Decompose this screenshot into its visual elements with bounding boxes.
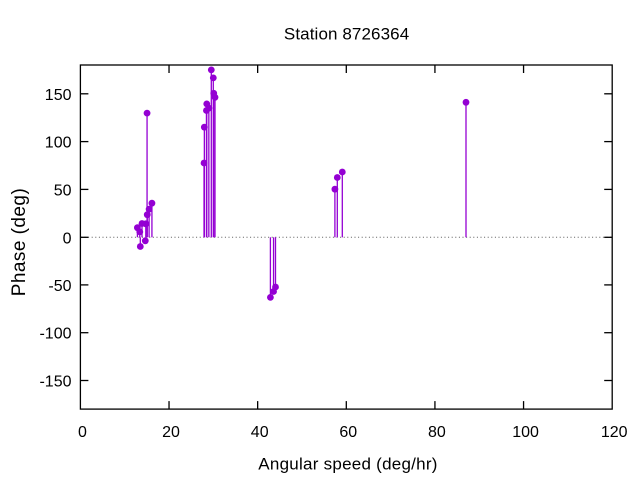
svg-text:80: 80 bbox=[428, 424, 446, 441]
svg-text:100: 100 bbox=[512, 424, 539, 441]
svg-text:50: 50 bbox=[54, 182, 72, 199]
svg-text:120: 120 bbox=[601, 424, 628, 441]
svg-text:Angular speed (deg/hr): Angular speed (deg/hr) bbox=[258, 454, 437, 473]
svg-text:40: 40 bbox=[251, 424, 269, 441]
svg-text:20: 20 bbox=[162, 424, 180, 441]
svg-text:-150: -150 bbox=[39, 374, 71, 391]
svg-text:-50: -50 bbox=[48, 278, 71, 295]
svg-text:100: 100 bbox=[45, 135, 72, 152]
svg-text:60: 60 bbox=[339, 424, 357, 441]
svg-text:-100: -100 bbox=[39, 326, 71, 343]
svg-text:Phase (deg): Phase (deg) bbox=[9, 188, 30, 296]
svg-text:0: 0 bbox=[78, 424, 87, 441]
svg-text:Station 8726364: Station 8726364 bbox=[284, 25, 409, 44]
svg-text:0: 0 bbox=[63, 230, 72, 247]
svg-text:150: 150 bbox=[45, 87, 72, 104]
